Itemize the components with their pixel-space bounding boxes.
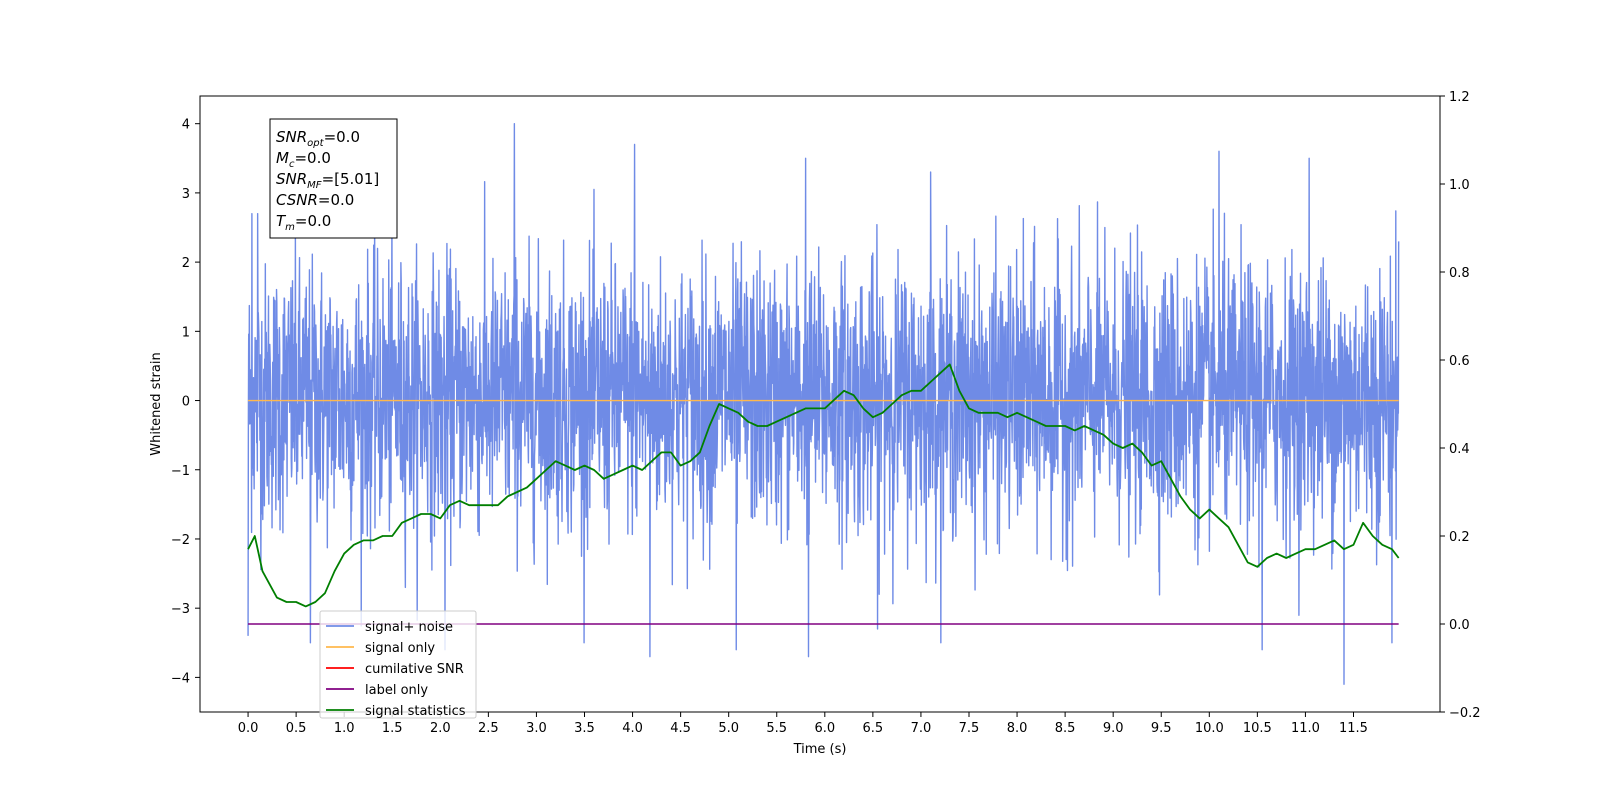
x-tick-label: 5.0	[718, 721, 739, 736]
y-tick-label: 1	[182, 325, 190, 340]
y-axis-right: −0.2 0.0 0.2 0.4 0.6 0.8 1.0 1.2	[1440, 90, 1481, 721]
y2-tick-label: 0.8	[1449, 266, 1470, 281]
legend-label: cumilative SNR	[365, 662, 464, 677]
legend-label: signal statistics	[365, 704, 466, 719]
y2-tick-label: 1.2	[1449, 90, 1470, 105]
x-tick-label: 6.0	[814, 721, 835, 736]
x-axis: 0.0 0.5 1.0 1.5 2.0 2.5 3.0 3.5 4.0 4.5 5.0 5.5 6.0 6…	[238, 712, 1368, 736]
y2-tick-label: 0.2	[1449, 530, 1470, 545]
x-tick-label: 7.5	[959, 721, 980, 736]
x-tick-label: 11.0	[1291, 721, 1320, 736]
x-axis-label: Time (s)	[793, 742, 847, 757]
stats-line: SNRMF=[5.01]	[276, 170, 379, 191]
y-axis-left: −4 −3 −2 −1 0 1 2 3 4	[171, 118, 200, 686]
stats-line: Mc=0.0	[276, 149, 331, 170]
x-tick-label: 10.5	[1243, 721, 1272, 736]
y2-tick-label: −0.2	[1449, 706, 1481, 721]
y2-tick-label: 0.4	[1449, 442, 1470, 457]
plot-area	[247, 122, 1400, 686]
x-tick-label: 8.5	[1055, 721, 1076, 736]
x-tick-label: 2.5	[478, 721, 499, 736]
y2-tick-label: 1.0	[1449, 178, 1470, 193]
y-tick-label: 4	[182, 118, 190, 133]
x-tick-label: 1.5	[382, 721, 403, 736]
y2-tick-label: 0.6	[1449, 354, 1470, 369]
x-tick-label: 2.0	[430, 721, 451, 736]
x-tick-label: 8.0	[1007, 721, 1028, 736]
x-tick-label: 3.5	[574, 721, 595, 736]
legend: signal+ noise signal only cumilative SNR la…	[319, 610, 477, 719]
stats-line: SNRopt=0.0	[276, 128, 360, 149]
y-tick-label: −3	[171, 602, 190, 617]
plot-frame	[199, 95, 1441, 713]
y-axis-label: Whitened strain	[149, 352, 164, 455]
x-tick-label: 1.0	[334, 721, 355, 736]
y-tick-label: −1	[171, 464, 190, 479]
y2-tick-label: 0.0	[1449, 618, 1470, 633]
series-signal-statistics-line	[247, 363, 1400, 608]
y-tick-label: 0	[182, 395, 190, 410]
y-tick-label: −2	[171, 533, 190, 548]
stats-line: Tm=0.0	[276, 212, 331, 233]
x-tick-label: 6.5	[863, 721, 884, 736]
stats-line: CSNR=0.0	[276, 191, 354, 209]
x-tick-label: 0.0	[238, 721, 259, 736]
x-tick-label: 9.0	[1103, 721, 1124, 736]
x-tick-label: 3.0	[526, 721, 547, 736]
legend-label: signal+ noise	[365, 620, 453, 635]
y-tick-label: 3	[182, 187, 190, 202]
x-tick-label: 0.5	[286, 721, 307, 736]
y-tick-label: −4	[171, 671, 190, 686]
x-tick-label: 4.0	[622, 721, 643, 736]
x-tick-label: 9.5	[1151, 721, 1172, 736]
x-tick-label: 7.0	[911, 721, 932, 736]
x-tick-label: 11.5	[1339, 721, 1368, 736]
series-signal-noise-line	[247, 122, 1400, 686]
legend-label: label only	[365, 683, 428, 698]
x-tick-label: 10.0	[1195, 721, 1224, 736]
y-tick-label: 2	[182, 256, 190, 271]
x-tick-label: 4.5	[670, 721, 691, 736]
x-tick-label: 5.5	[766, 721, 787, 736]
legend-label: signal only	[365, 641, 435, 656]
